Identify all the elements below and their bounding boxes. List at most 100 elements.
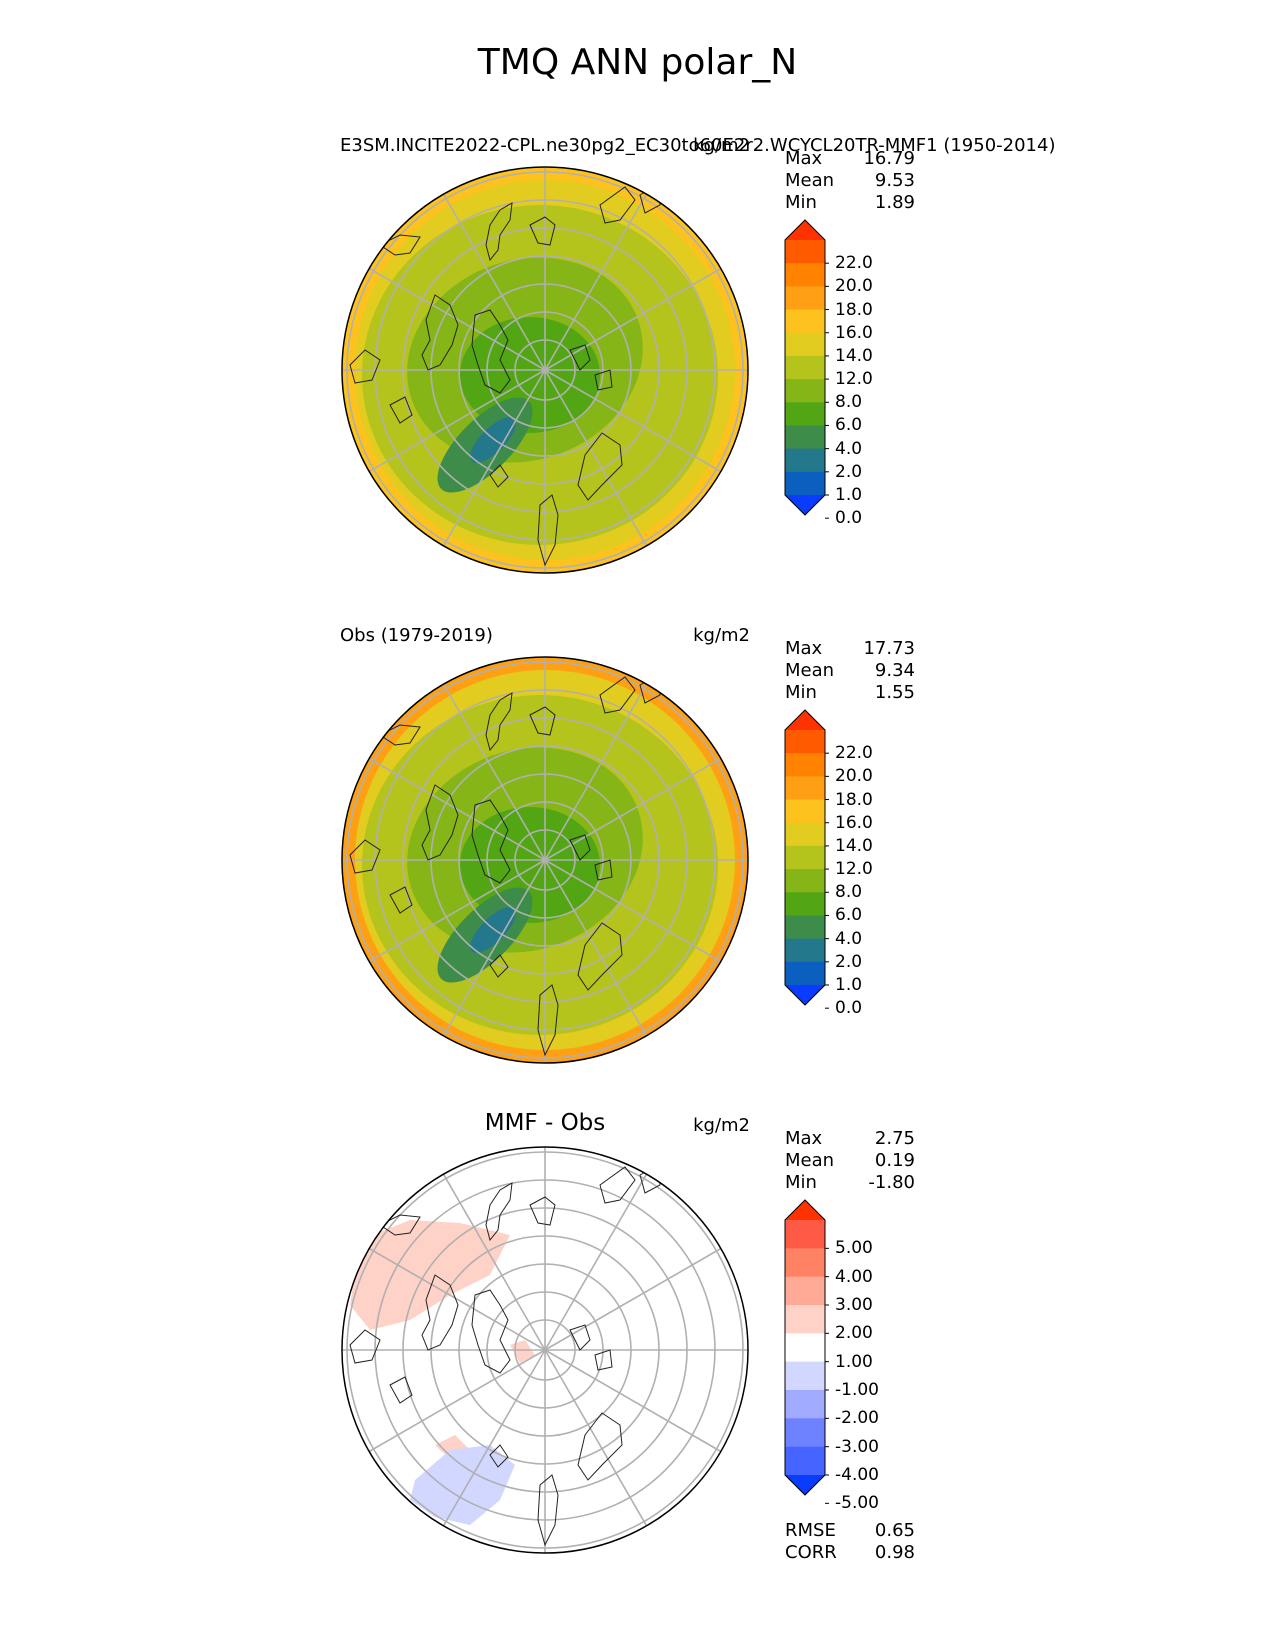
stat-label: Mean <box>785 170 835 191</box>
stat-label: Min <box>785 682 817 703</box>
stat-value: 16.79 <box>863 148 915 169</box>
panel-3-title: MMF - Obs <box>484 1110 606 1136</box>
colorbar-segment <box>785 286 825 311</box>
stat-value: -1.80 <box>868 1172 915 1193</box>
coastline <box>529 216 556 246</box>
colorbar-tick-label: 2.00 <box>835 1323 873 1344</box>
colorbar-segment <box>785 1305 825 1334</box>
coastline <box>389 1376 413 1404</box>
colorbar-segment <box>785 263 825 287</box>
colorbar-extend-bottom <box>785 495 825 515</box>
stat-value: 9.53 <box>874 170 915 191</box>
field-positive-arctic <box>510 1340 535 1363</box>
colorbar-segment <box>785 1248 825 1278</box>
coastline <box>421 784 459 861</box>
metric-label: RMSE <box>785 1520 836 1541</box>
meridian-line <box>544 859 648 1037</box>
coastline <box>537 984 559 1057</box>
stat-label: Mean <box>785 660 835 681</box>
colorbar-tick-label: 22.0 <box>835 743 873 764</box>
colorbar-segment <box>785 471 825 496</box>
stat-value: 17.73 <box>863 638 915 659</box>
colorbar-segment <box>785 355 825 380</box>
colorbar-segment <box>785 892 825 916</box>
panel-3-polar-map <box>341 1146 749 1554</box>
colorbar-tick-label: 5.00 <box>835 1238 873 1259</box>
metric-value: 0.98 <box>874 1542 915 1563</box>
graticule <box>342 657 748 1063</box>
colorbar-tick-label: -5.00 <box>835 1493 879 1514</box>
colorbar-tick-label: 3.00 <box>835 1295 873 1315</box>
stat-label: Min <box>785 192 817 213</box>
colorbar-segment <box>785 309 825 334</box>
field-layer <box>342 1147 748 1553</box>
colorbar-segment <box>785 776 825 801</box>
colorbar-tick-label: 2.0 <box>835 951 863 972</box>
coastline <box>489 1444 509 1468</box>
meridian-line <box>368 1247 546 1351</box>
panel-3-colorbar <box>784 1199 829 1504</box>
meridian-line <box>442 1173 546 1351</box>
coastline <box>577 432 623 501</box>
colorbar-segment <box>785 730 825 754</box>
colorbar-body <box>784 709 829 1009</box>
metric-value: 0.65 <box>874 1520 915 1541</box>
stat-value: 1.89 <box>874 192 915 213</box>
coastline <box>349 839 381 874</box>
meridian-line <box>442 859 546 1037</box>
meridian-line <box>368 267 546 371</box>
colorbar-tick-label: 0.0 <box>835 998 863 1019</box>
coastline <box>594 369 613 391</box>
stat-label: Mean <box>785 1150 835 1171</box>
coastline <box>594 859 613 881</box>
colorbar-tick-label: 8.0 <box>835 882 863 903</box>
colorbar-segment <box>785 425 825 450</box>
colorbar-tick-label: 4.0 <box>835 928 863 949</box>
meridian-line <box>544 859 722 963</box>
colorbar-body <box>784 219 829 519</box>
colorbar-tick-label: 14.0 <box>835 835 873 856</box>
stat-value: 1.55 <box>874 682 915 703</box>
meridian-line <box>442 1349 546 1527</box>
colorbar-extend-bottom <box>785 1475 825 1495</box>
colorbar-segment <box>785 332 825 357</box>
colorbar-segment <box>785 915 825 940</box>
panel-1-polar-map <box>341 166 749 574</box>
colorbar-tick-label: 1.00 <box>835 1351 873 1372</box>
metric-label: CORR <box>785 1542 837 1563</box>
coastline <box>379 724 421 746</box>
colorbar-tick-label: 18.0 <box>835 299 873 320</box>
colorbar-segment <box>785 869 825 893</box>
coastline <box>577 922 623 991</box>
coastlines <box>349 674 661 1057</box>
colorbar-tick-label: 2.0 <box>835 461 863 482</box>
colorbar-segment <box>785 1390 825 1419</box>
stat-value: 0.19 <box>874 1150 915 1171</box>
coastline <box>577 1412 623 1481</box>
stat-label: Max <box>785 148 823 169</box>
meridian-line <box>544 757 722 861</box>
colorbar-extend-top <box>785 710 825 730</box>
colorbar-segment <box>785 822 825 847</box>
colorbar-tick-label: 4.00 <box>835 1266 873 1287</box>
meridian-line <box>442 193 546 371</box>
colorbar-tick-label: -4.00 <box>835 1465 879 1485</box>
coastline <box>537 494 559 567</box>
coastline <box>599 676 636 714</box>
colorbar-tick-label: 22.0 <box>835 253 873 274</box>
stat-value: 9.34 <box>874 660 915 681</box>
colorbar-segment <box>785 938 825 963</box>
panel-2-units: kg/m2 <box>693 625 750 646</box>
map-boundary <box>341 166 749 574</box>
coastline <box>485 1182 513 1242</box>
colorbar-segment <box>785 448 825 473</box>
meridian-line <box>544 1247 722 1351</box>
colorbar-tick-label: -1.00 <box>835 1380 879 1400</box>
colorbar-tick-label: 8.0 <box>835 392 863 413</box>
colorbar-segment <box>785 1446 825 1476</box>
meridian-line <box>368 1349 546 1453</box>
stat-label: Max <box>785 1128 823 1149</box>
coastline <box>349 1329 381 1364</box>
colorbar-extend-bottom <box>785 985 825 1005</box>
colorbar-tick-label: 12.0 <box>835 859 873 880</box>
